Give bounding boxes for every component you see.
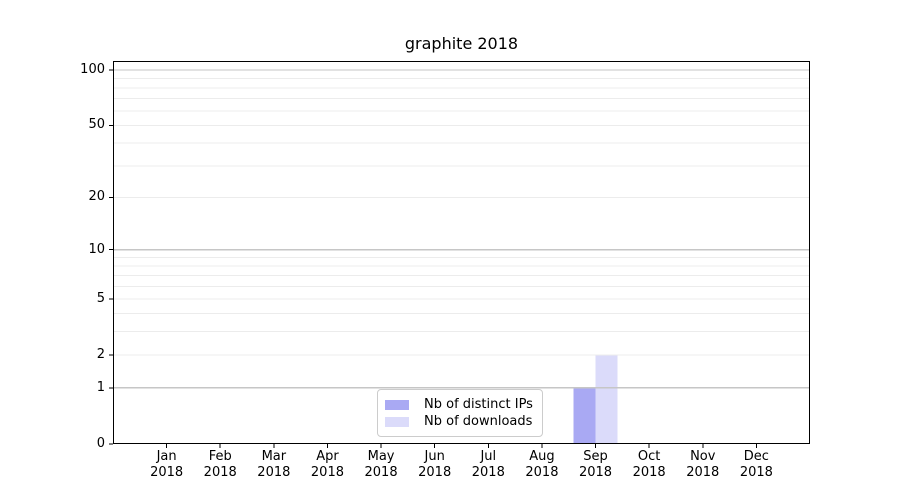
y-tick-label: 2: [96, 346, 105, 362]
x-tick-label: Jul 2018: [471, 449, 505, 480]
x-tick-label: Dec 2018: [739, 449, 773, 480]
legend-item-downloads: Nb of downloads: [385, 413, 534, 430]
x-tick-label: May 2018: [364, 449, 398, 480]
y-tick-label: 5: [96, 290, 105, 306]
bar-downloads: [595, 354, 618, 444]
x-tick-label: Aug 2018: [525, 449, 559, 480]
bar-distinct-ips: [573, 387, 596, 444]
y-tick-label: 1: [96, 379, 105, 395]
x-tick-label: Sep 2018: [578, 449, 613, 480]
y-tick-label: 0: [96, 436, 105, 451]
y-tick-label: 100: [80, 62, 105, 78]
y-tick-label: 10: [88, 241, 105, 257]
chart-title: graphite 2018: [404, 34, 519, 53]
legend-swatch-distinct-ips-icon: [385, 399, 409, 410]
legend-item-distinct-ips: Nb of distinct IPs: [385, 396, 534, 413]
x-tick-label: Nov 2018: [686, 449, 720, 480]
legend-label-distinct-ips: Nb of distinct IPs: [424, 397, 533, 412]
x-tick-label: Feb 2018: [203, 449, 237, 480]
x-tick-label: Mar 2018: [257, 449, 291, 480]
x-tick-label: Oct 2018: [632, 449, 666, 480]
legend-swatch-downloads-icon: [385, 416, 409, 427]
y-tick-label: 20: [88, 189, 105, 205]
x-tick-label: Apr 2018: [310, 449, 344, 480]
y-tick-label: 50: [88, 117, 105, 133]
x-tick-label: Jan 2018: [150, 449, 184, 480]
legend-label-downloads: Nb of downloads: [424, 414, 533, 429]
x-tick-label: Jun 2018: [418, 449, 452, 480]
legend: Nb of distinct IPs Nb of downloads: [377, 389, 543, 437]
